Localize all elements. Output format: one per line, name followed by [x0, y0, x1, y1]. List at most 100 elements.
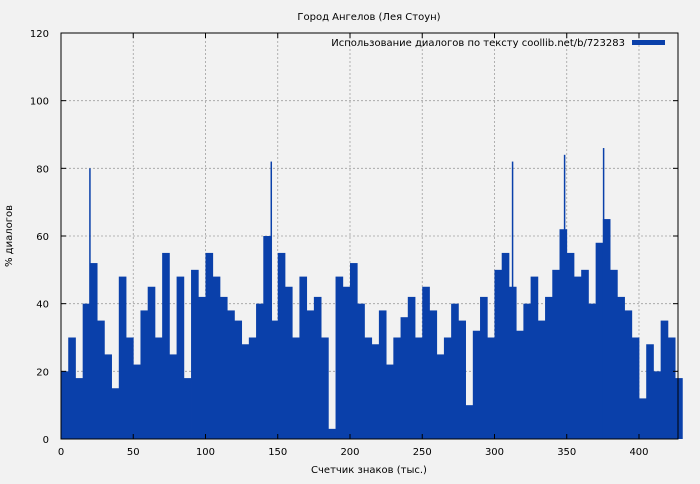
data-bar [393, 337, 401, 439]
data-bar [89, 263, 98, 439]
data-bar [675, 378, 683, 439]
data-bar [660, 320, 669, 439]
y-tick-label: 60 [36, 232, 49, 243]
x-tick-label: 100 [196, 447, 215, 458]
data-bar [602, 219, 611, 439]
peak-bar [511, 161, 514, 440]
data-bar [68, 337, 76, 439]
x-tick-label: 150 [268, 447, 287, 458]
data-bar [198, 296, 206, 439]
data-bar [277, 252, 286, 439]
data-bar [234, 320, 243, 439]
data-bar [241, 344, 250, 439]
data-bar [321, 337, 329, 439]
data-bar [212, 276, 221, 439]
data-bar [472, 330, 481, 439]
data-bar [299, 276, 308, 439]
x-axis-label: Счетчик знаков (тыс.) [311, 465, 427, 476]
y-axis-label: % диалогов [4, 205, 15, 267]
data-bar [176, 276, 185, 439]
data-bar [610, 269, 618, 439]
legend-label: Использование диалогов по тексту coollib… [331, 38, 625, 49]
data-bar [154, 337, 163, 439]
data-bar [227, 310, 235, 439]
data-bar [313, 296, 322, 439]
data-bar [653, 371, 662, 439]
data-bar [581, 269, 589, 439]
peak-bar [563, 154, 566, 440]
data-bar [111, 388, 120, 439]
data-bar [126, 337, 134, 439]
data-bar [357, 303, 365, 439]
data-bar [205, 252, 214, 439]
data-bar [487, 337, 495, 439]
data-bar [458, 320, 466, 439]
data-bar [292, 337, 300, 439]
series-bars [61, 148, 683, 440]
data-bar [61, 371, 69, 439]
data-bar [646, 344, 654, 439]
legend-swatch [632, 40, 665, 45]
data-bar [480, 296, 488, 439]
data-bar [97, 320, 105, 439]
data-bar [595, 242, 604, 439]
x-tick-label: 400 [629, 447, 648, 458]
data-bar [263, 236, 271, 439]
x-axis: 0 50 100 150 200 250 300 350 400 [58, 33, 649, 458]
data-bar [436, 354, 445, 439]
x-tick-label: 200 [340, 447, 359, 458]
data-bar [349, 263, 358, 439]
y-axis: 0 20 40 60 80 100 120 [30, 29, 678, 446]
y-tick-label: 80 [36, 164, 49, 175]
data-bar [624, 310, 633, 439]
peak-bar [602, 148, 605, 440]
x-tick-label: 0 [58, 447, 64, 458]
legend: Использование диалогов по тексту coollib… [331, 38, 665, 49]
data-bar [328, 428, 336, 439]
data-bar [523, 303, 532, 439]
data-bar [559, 229, 568, 439]
data-bar [270, 320, 279, 439]
data-bar [169, 354, 177, 439]
y-tick-label: 40 [36, 300, 49, 311]
data-bar [573, 276, 582, 439]
data-bar [306, 310, 315, 439]
data-bar [335, 276, 344, 439]
data-bar [284, 286, 293, 439]
data-bar [371, 344, 380, 439]
data-bar [667, 337, 676, 439]
data-bar [400, 317, 409, 439]
data-bar [191, 269, 199, 439]
data-bar [501, 252, 510, 439]
data-bar [378, 310, 387, 439]
data-bar [248, 337, 257, 439]
data-bar [443, 337, 452, 439]
data-bar [631, 337, 640, 439]
data-bar [219, 296, 228, 439]
y-tick-label: 20 [36, 367, 49, 378]
data-bar [386, 364, 394, 439]
data-bar [415, 337, 423, 439]
data-bar [465, 405, 474, 439]
data-bar [429, 310, 438, 439]
data-bar [588, 303, 597, 439]
x-tick-label: 300 [485, 447, 504, 458]
data-bar [256, 303, 264, 439]
data-bar [133, 364, 141, 439]
data-bar [537, 320, 546, 439]
data-bar [566, 252, 575, 439]
chart-title: Город Ангелов (Лея Стоун) [297, 12, 440, 23]
y-tick-label: 0 [43, 435, 49, 446]
y-tick-label: 120 [30, 29, 49, 40]
data-bar [451, 303, 459, 439]
x-tick-label: 350 [557, 447, 576, 458]
x-tick-label: 50 [127, 447, 140, 458]
data-bar [82, 303, 91, 439]
data-bar [183, 378, 192, 439]
data-bar [162, 252, 170, 439]
y-tick-label: 100 [30, 97, 49, 108]
data-bar [147, 286, 156, 439]
data-bar [516, 330, 524, 439]
data-bar [75, 378, 84, 439]
